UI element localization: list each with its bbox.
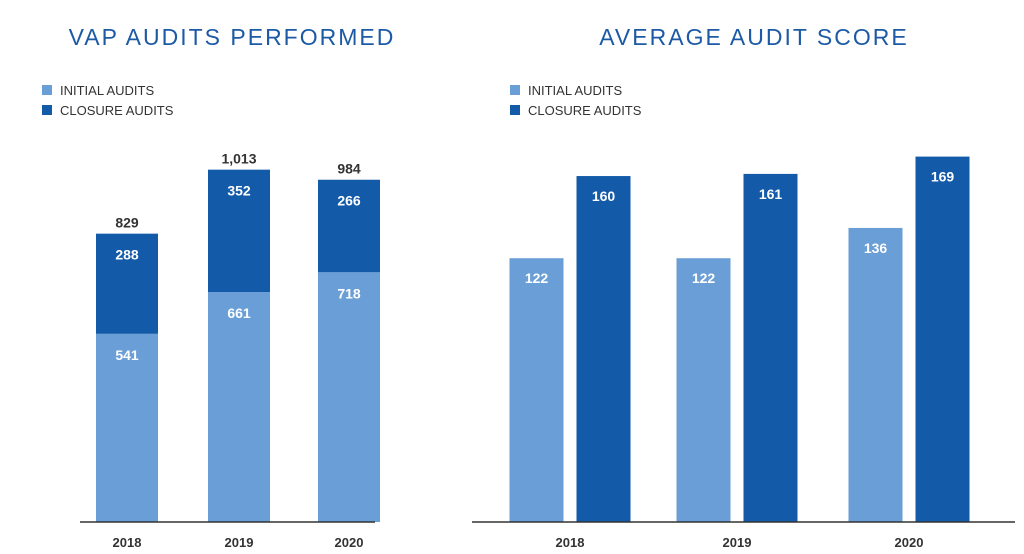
bar-value-label: 122 [525,270,549,286]
x-tick-label: 2018 [556,535,585,550]
x-tick-label: 2020 [335,535,364,550]
x-tick-label: 2019 [225,535,254,550]
legend-initial-swatch [42,85,52,95]
bar-initial-2019 [208,292,270,522]
bars-group: 541 288 829 661 352 1,013 718 266 984 [96,151,380,522]
x-tick-label: 2018 [113,535,142,550]
bar-total-label: 1,013 [221,151,256,167]
x-tick-labels: 2018 2019 2020 [113,535,364,550]
bar-value-label: 169 [931,169,955,185]
bar-value-label: 136 [864,240,888,256]
bar-total-label: 984 [337,161,361,177]
bar-initial-2018 [509,258,564,522]
bar-closure-2019 [208,169,270,293]
legend-initial-swatch [510,85,520,95]
legend-closure-label: CLOSURE AUDITS [528,103,642,118]
bar-value-label: 352 [227,183,251,199]
bar-total-label: 829 [115,215,139,231]
x-tick-labels: 2018 2019 2020 [556,535,924,550]
bar-initial-2018 [96,333,158,522]
bar-closure-2020 [915,156,970,522]
x-tick-label: 2019 [723,535,752,550]
bar-value-label: 661 [227,305,251,321]
bar-value-label: 160 [592,188,616,204]
bar-closure-2018 [576,176,631,522]
bar-closure-2020 [318,179,380,273]
chart-title: VAP AUDITS PERFORMED [69,24,396,50]
legend-initial-label: INITIAL AUDITS [60,83,154,98]
bar-initial-2020 [318,272,380,522]
bar-value-label: 288 [115,247,139,263]
legend-closure-swatch [510,105,520,115]
bar-closure-2019 [743,173,798,522]
legend-initial-label: INITIAL AUDITS [528,83,622,98]
chart-title: AVERAGE AUDIT SCORE [599,24,908,50]
legend-closure-label: CLOSURE AUDITS [60,103,174,118]
bar-closure-2018 [96,233,158,334]
chart-average-score: AVERAGE AUDIT SCORE INITIAL AUDITS CLOSU… [472,24,1015,550]
x-tick-label: 2020 [895,535,924,550]
bars-group: 122 160 122 161 136 169 [509,156,970,522]
bar-initial-2019 [676,258,731,522]
bar-value-label: 266 [337,193,361,209]
bar-value-label: 718 [337,285,361,301]
bar-value-label: 161 [759,186,783,202]
bar-initial-2020 [848,227,903,522]
legend-closure-swatch [42,105,52,115]
bar-value-label: 541 [115,347,139,363]
bar-value-label: 122 [692,270,716,286]
chart-audits-performed: VAP AUDITS PERFORMED INITIAL AUDITS CLOS… [42,24,396,550]
